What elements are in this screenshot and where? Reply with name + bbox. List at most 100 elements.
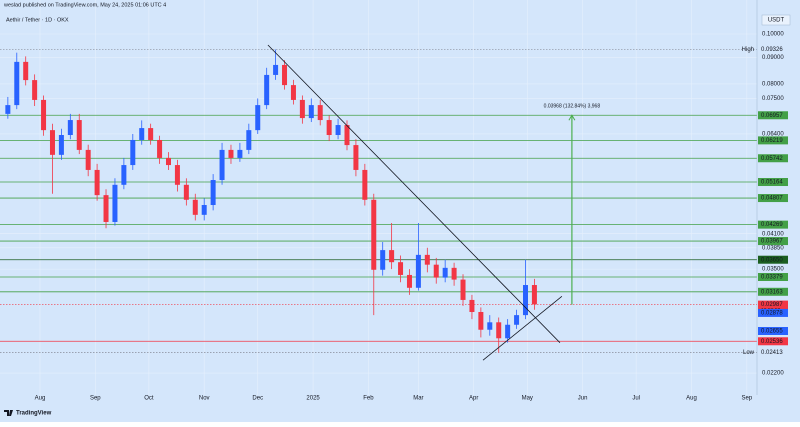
candle-body	[353, 145, 359, 170]
candle-body	[362, 169, 368, 200]
candle-body	[264, 74, 270, 106]
candle-body	[273, 64, 279, 75]
price-label: 0.05164	[761, 180, 783, 186]
x-tick-label: May	[522, 396, 533, 402]
measure-label: 0.03968 (132.84%) 3,968	[544, 104, 601, 110]
measure-area	[571, 115, 573, 305]
price-label-box	[758, 308, 788, 317]
candle-body	[237, 149, 243, 158]
candle-body	[94, 169, 100, 196]
x-tick-label: 2025	[306, 396, 320, 402]
candle-body	[398, 262, 404, 275]
candle-body	[344, 125, 350, 146]
candle-body	[165, 157, 171, 166]
level-name: High	[742, 47, 754, 53]
candle-body	[41, 99, 47, 131]
candle-body	[14, 61, 20, 106]
price-label: 0.03163	[761, 289, 783, 295]
price-label-box	[758, 326, 788, 335]
candle-body	[103, 195, 109, 222]
candle-body	[290, 85, 296, 100]
price-label-box	[758, 287, 788, 296]
y-tick-label: 0.09000	[762, 55, 784, 61]
candle-body	[85, 149, 91, 170]
header: weslad published on TradingView.com, May…	[3, 2, 166, 8]
price-label: 0.06957	[761, 113, 783, 119]
candle-body	[487, 322, 493, 330]
candle-body	[32, 80, 38, 100]
price-label-box	[758, 237, 788, 246]
candle-body	[469, 299, 475, 313]
candle-body	[192, 199, 198, 215]
y-tick-label: 0.06400	[762, 132, 784, 138]
y-tick-label: 0.10000	[762, 32, 784, 38]
symbol-title: Aethir / Tether · 1D · OKX	[6, 17, 69, 23]
candle-body	[299, 99, 305, 119]
candle-body	[424, 254, 430, 265]
candle-body	[219, 149, 225, 181]
x-tick-label: Dec	[252, 396, 263, 402]
y-tick-label: 0.03500	[762, 267, 784, 273]
price-label: 0.02536	[761, 339, 783, 345]
axes: Aug Sep Oct Nov Dec 2025 Feb Mar Apr May Jun Jul Aug…	[35, 32, 788, 402]
y-tick-label: 0.04100	[762, 231, 784, 237]
candle-body	[76, 120, 82, 150]
plot-area: 0.03968 (132.84%) 3,968	[0, 0, 757, 395]
trendline	[267, 44, 561, 343]
candle-body	[451, 267, 457, 280]
price-label-box	[758, 136, 788, 145]
price-label-box	[758, 111, 788, 120]
candle-body	[371, 199, 377, 270]
candle-body	[282, 64, 288, 86]
candle-body	[514, 315, 520, 325]
candle-body	[496, 322, 502, 339]
candle-body	[67, 120, 73, 136]
x-tick-label: Aug	[35, 396, 46, 402]
price-label-box	[758, 194, 788, 203]
price-label-box	[758, 154, 788, 163]
candle-body	[433, 264, 439, 278]
candle-body	[442, 267, 448, 278]
price-label: 0.03650	[761, 257, 783, 263]
y-tick-label: 0.08000	[762, 82, 784, 88]
candle-body	[148, 128, 154, 140]
candle-body	[183, 184, 189, 200]
candle-body	[246, 130, 252, 150]
currency-box	[761, 14, 791, 26]
x-tick-label: Apr	[469, 396, 478, 402]
candle-body	[112, 184, 118, 222]
price-label: 0.04807	[761, 196, 783, 202]
x-tick-label: Jun	[578, 396, 588, 402]
candle-body	[335, 125, 341, 136]
price-label: 0.09326	[761, 47, 783, 53]
price-label: 0.04269	[761, 222, 783, 228]
y-tick-label: 0.02200	[762, 371, 784, 377]
candle-body	[58, 135, 64, 155]
candle-body	[139, 128, 145, 140]
candle-body	[531, 285, 537, 305]
x-tick-label: Sep	[90, 396, 101, 402]
candle-body	[23, 61, 29, 81]
candle-body	[308, 105, 314, 119]
candle-body	[478, 312, 484, 330]
candle-body	[210, 180, 216, 206]
price-label: 0.03967	[761, 239, 783, 245]
price-label: 0.05742	[761, 156, 783, 162]
x-tick-label: Mar	[413, 396, 423, 402]
candle-body	[5, 105, 11, 114]
y-tick-label: 0.03850	[762, 245, 784, 251]
price-label-box	[758, 255, 788, 264]
price-label-box	[758, 272, 788, 281]
price-label: 0.06219	[761, 138, 783, 144]
candle-body	[505, 324, 511, 339]
candle-body	[174, 165, 180, 185]
candle-body	[522, 285, 528, 316]
candle-body	[201, 205, 207, 215]
candle-body	[130, 139, 136, 166]
measure-arrow	[568, 114, 576, 121]
x-tick-label: Aug	[686, 396, 697, 402]
price-label: 0.02655	[761, 329, 783, 335]
brand: TradingView	[16, 411, 52, 417]
